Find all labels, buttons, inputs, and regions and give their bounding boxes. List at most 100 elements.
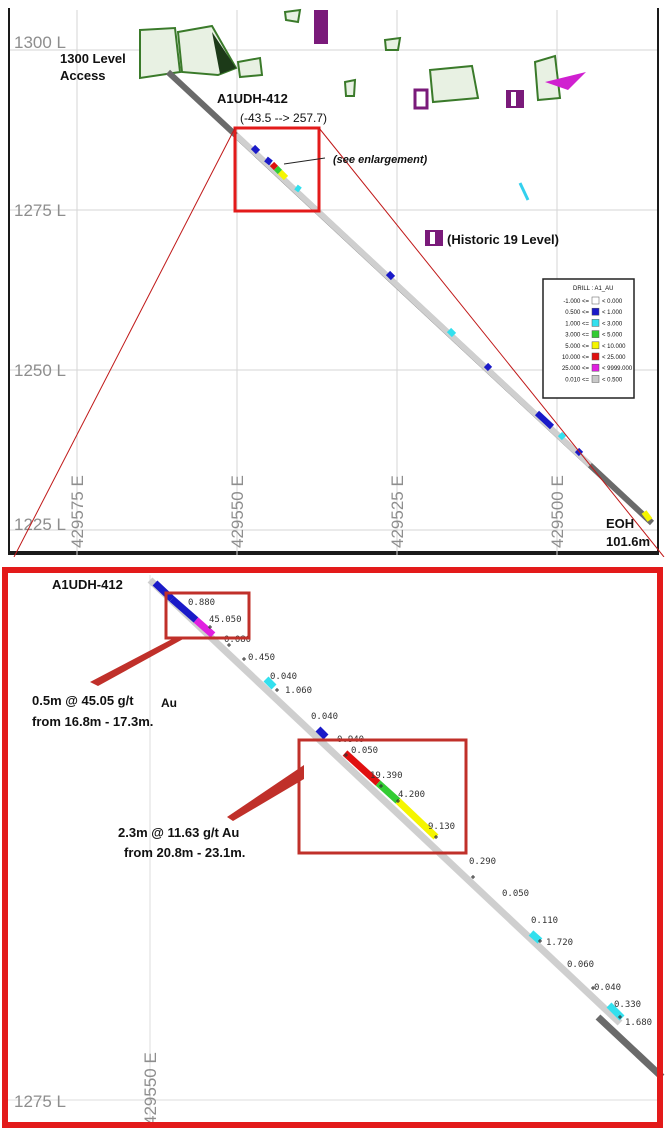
legend-row: 3.000 <= < 5.000 bbox=[565, 330, 623, 339]
legend-lower-bound: -1.000 <= bbox=[563, 299, 589, 305]
callout-pointer-1 bbox=[90, 638, 185, 686]
assay-value: 1.060 bbox=[285, 686, 312, 696]
enlarged-assay-intervals bbox=[152, 580, 625, 1021]
legend-upper-bound: < 5.000 bbox=[602, 333, 623, 339]
projection-line-right bbox=[318, 127, 665, 557]
assay-value: 0.080 bbox=[224, 635, 251, 645]
assay-value: 45.050 bbox=[209, 615, 242, 625]
workings-wireframes bbox=[139, 8, 562, 104]
assay-value: 19.390 bbox=[370, 771, 403, 781]
assay-value: 9.130 bbox=[428, 822, 455, 832]
assay-value: 0.110 bbox=[531, 916, 558, 926]
legend-title: DRILL : A1_AU bbox=[573, 286, 613, 292]
level-label-1225: 1225 L bbox=[14, 515, 66, 534]
legend-row: 25.000 <= < 9999.000 bbox=[562, 363, 633, 372]
legend-row: 1.000 <= < 3.000 bbox=[565, 319, 623, 327]
historic-block bbox=[314, 10, 328, 44]
assay-value: 0.880 bbox=[188, 598, 215, 608]
easting-label-429550: 429550 E bbox=[228, 475, 247, 548]
easting-label-429575: 429575 E bbox=[68, 475, 87, 548]
assay-value: 0.060 bbox=[567, 960, 594, 970]
enlargement-grid bbox=[8, 575, 660, 1125]
level-label-1275: 1275 L bbox=[14, 1092, 66, 1111]
legend-upper-bound: < 0.500 bbox=[602, 377, 623, 383]
overview-section-svg: 1300 L 1275 L 1250 L 1225 L 429575 E 429… bbox=[10, 8, 665, 557]
legend-row: 0.010 <= < 0.500 bbox=[565, 375, 623, 383]
enlargement-box bbox=[233, 126, 321, 213]
access-label-line2: Access bbox=[60, 68, 106, 83]
workings-dark-face bbox=[212, 32, 236, 74]
legend-upper-bound: < 25.000 bbox=[602, 355, 626, 361]
overview-section-panel: 1300 L 1275 L 1250 L 1225 L 429575 E 429… bbox=[0, 0, 667, 557]
legend-lower-bound: 25.000 <= bbox=[562, 366, 590, 372]
easting-label-429550: 429550 E bbox=[141, 1052, 160, 1125]
legend-swatch bbox=[591, 375, 600, 383]
historic-block bbox=[511, 92, 516, 106]
legend-row: 10.000 <= < 25.000 bbox=[562, 352, 626, 361]
easting-label-429525: 429525 E bbox=[388, 475, 407, 548]
assay-value: 0.040 bbox=[594, 983, 621, 993]
legend-lower-bound: 10.000 <= bbox=[562, 355, 590, 361]
enlarged-drill-trace bbox=[147, 577, 665, 1080]
hole-id-label: A1UDH-412 bbox=[52, 577, 123, 592]
legend-lower-bound: 0.010 <= bbox=[565, 377, 589, 383]
callout-pointer-2 bbox=[227, 765, 304, 821]
level-label-1300: 1300 L bbox=[14, 33, 66, 52]
assay-value: 1.720 bbox=[546, 938, 573, 948]
callout-box-2 bbox=[297, 738, 468, 855]
historic-level-label: (Historic 19 Level) bbox=[447, 232, 559, 247]
assay-value: 1.680 bbox=[625, 1018, 652, 1028]
assay-value: 0.050 bbox=[502, 889, 529, 899]
legend-swatch bbox=[591, 330, 600, 338]
depth-ticks bbox=[208, 625, 622, 1019]
enlarge-leader bbox=[283, 157, 326, 165]
level-label-1275: 1275 L bbox=[14, 201, 66, 220]
callout2-line1: 2.3m @ 11.63 g/t Au bbox=[118, 825, 239, 840]
enlargement-svg: 1275 L 429550 E bbox=[8, 575, 665, 1125]
historic-block bbox=[413, 88, 429, 110]
enlargement-panel: 1275 L 429550 E bbox=[0, 565, 667, 1131]
hole-orientation-label: (-43.5 --> 257.7) bbox=[240, 111, 327, 125]
assay-value: 0.450 bbox=[248, 653, 275, 663]
easting-label-429500: 429500 E bbox=[548, 475, 567, 548]
callout1-line2: from 16.8m - 17.3m. bbox=[32, 714, 153, 729]
historic-legend-swatch bbox=[430, 232, 435, 244]
legend-swatch bbox=[591, 352, 600, 361]
assay-intervals bbox=[250, 144, 653, 522]
legend-upper-bound: < 10.000 bbox=[602, 344, 626, 350]
overview-frame bbox=[8, 8, 659, 555]
legend-swatch bbox=[591, 319, 600, 327]
hole-id-label: A1UDH-412 bbox=[217, 91, 288, 106]
historic-block bbox=[545, 72, 586, 90]
callout1-line1: 0.5m @ 45.05 g/t bbox=[32, 693, 134, 708]
eoh-label: EOH bbox=[606, 516, 634, 531]
assay-value: 0.290 bbox=[469, 857, 496, 867]
projection-line-left bbox=[13, 127, 236, 557]
enlargement-frame bbox=[2, 567, 663, 1128]
see-enlargement-label: (see enlargement) bbox=[333, 154, 427, 166]
legend-row: 0.500 <= < 1.000 bbox=[565, 307, 623, 316]
cyan-fragment bbox=[518, 182, 530, 201]
callout-box-1 bbox=[164, 591, 251, 640]
legend-lower-bound: 5.000 <= bbox=[565, 344, 589, 350]
legend-swatch bbox=[591, 363, 600, 372]
assay-value: 4.200 bbox=[398, 790, 425, 800]
legend-row: 5.000 <= < 10.000 bbox=[565, 341, 626, 350]
legend-upper-bound: < 9999.000 bbox=[602, 366, 633, 372]
grade-legend: DRILL : A1_AU -1.000 <= < 0.000 0.500 <= < … bbox=[542, 278, 635, 399]
legend-lower-bound: 1.000 <= bbox=[565, 321, 589, 327]
legend-upper-bound: < 3.000 bbox=[602, 321, 623, 327]
drill-trace bbox=[165, 69, 655, 526]
legend-upper-bound: < 0.000 bbox=[602, 299, 623, 305]
assay-value: 0.040 bbox=[270, 672, 297, 682]
legend-row: -1.000 <= < 0.000 bbox=[563, 296, 623, 305]
assay-value: 0.330 bbox=[614, 1000, 641, 1010]
access-label-line1: 1300 Level bbox=[60, 51, 126, 66]
assay-value: 0.050 bbox=[351, 746, 378, 756]
callout2-line2: from 20.8m - 23.1m. bbox=[124, 845, 245, 860]
eoh-depth-label: 101.6m bbox=[606, 534, 650, 549]
legend-swatch bbox=[591, 307, 600, 316]
callout1-au: Au bbox=[161, 696, 177, 710]
level-label-1250: 1250 L bbox=[14, 361, 66, 380]
legend-swatch bbox=[591, 341, 600, 350]
